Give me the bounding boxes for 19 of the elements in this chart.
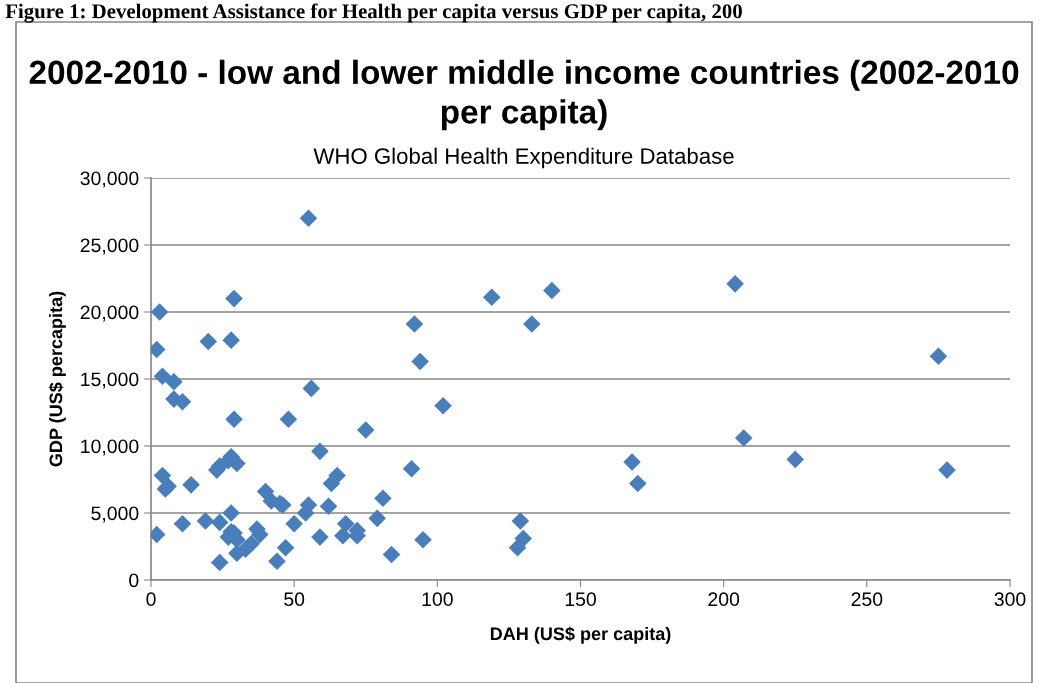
y-tick-label: 30,000	[80, 171, 139, 188]
x-tick-label: 250	[851, 592, 883, 607]
x-tick-label: 300	[994, 592, 1026, 607]
x-tick-label: 0	[146, 592, 156, 607]
y-tick-label: 15,000	[81, 372, 139, 389]
y-tick-label: 20,000	[80, 305, 139, 322]
chart-title: 2002-2010 - low and lower middle income countries (2002-2010 per capita)	[29, 59, 1019, 131]
y-axis-title: GDP (US$ percapita)	[48, 291, 66, 467]
x-axis-title: DAH (US$ per capita)	[490, 626, 671, 644]
y-tick-label: 10,000	[81, 439, 139, 456]
y-tick-label: 0	[129, 573, 139, 588]
x-tick-label: 200	[708, 592, 740, 607]
x-tick-label: 100	[422, 592, 453, 607]
x-tick-label: 50	[284, 592, 305, 607]
chart-subtitle: WHO Global Health Expenditure Database	[313, 147, 734, 169]
y-tick-label: 5,000	[91, 506, 139, 523]
x-tick-label: 150	[565, 592, 596, 607]
y-tick-label: 25,000	[80, 238, 139, 255]
caption: Figure 1: Development Assistance for Health per capita versus GDP per capita, 200	[5, 3, 742, 23]
